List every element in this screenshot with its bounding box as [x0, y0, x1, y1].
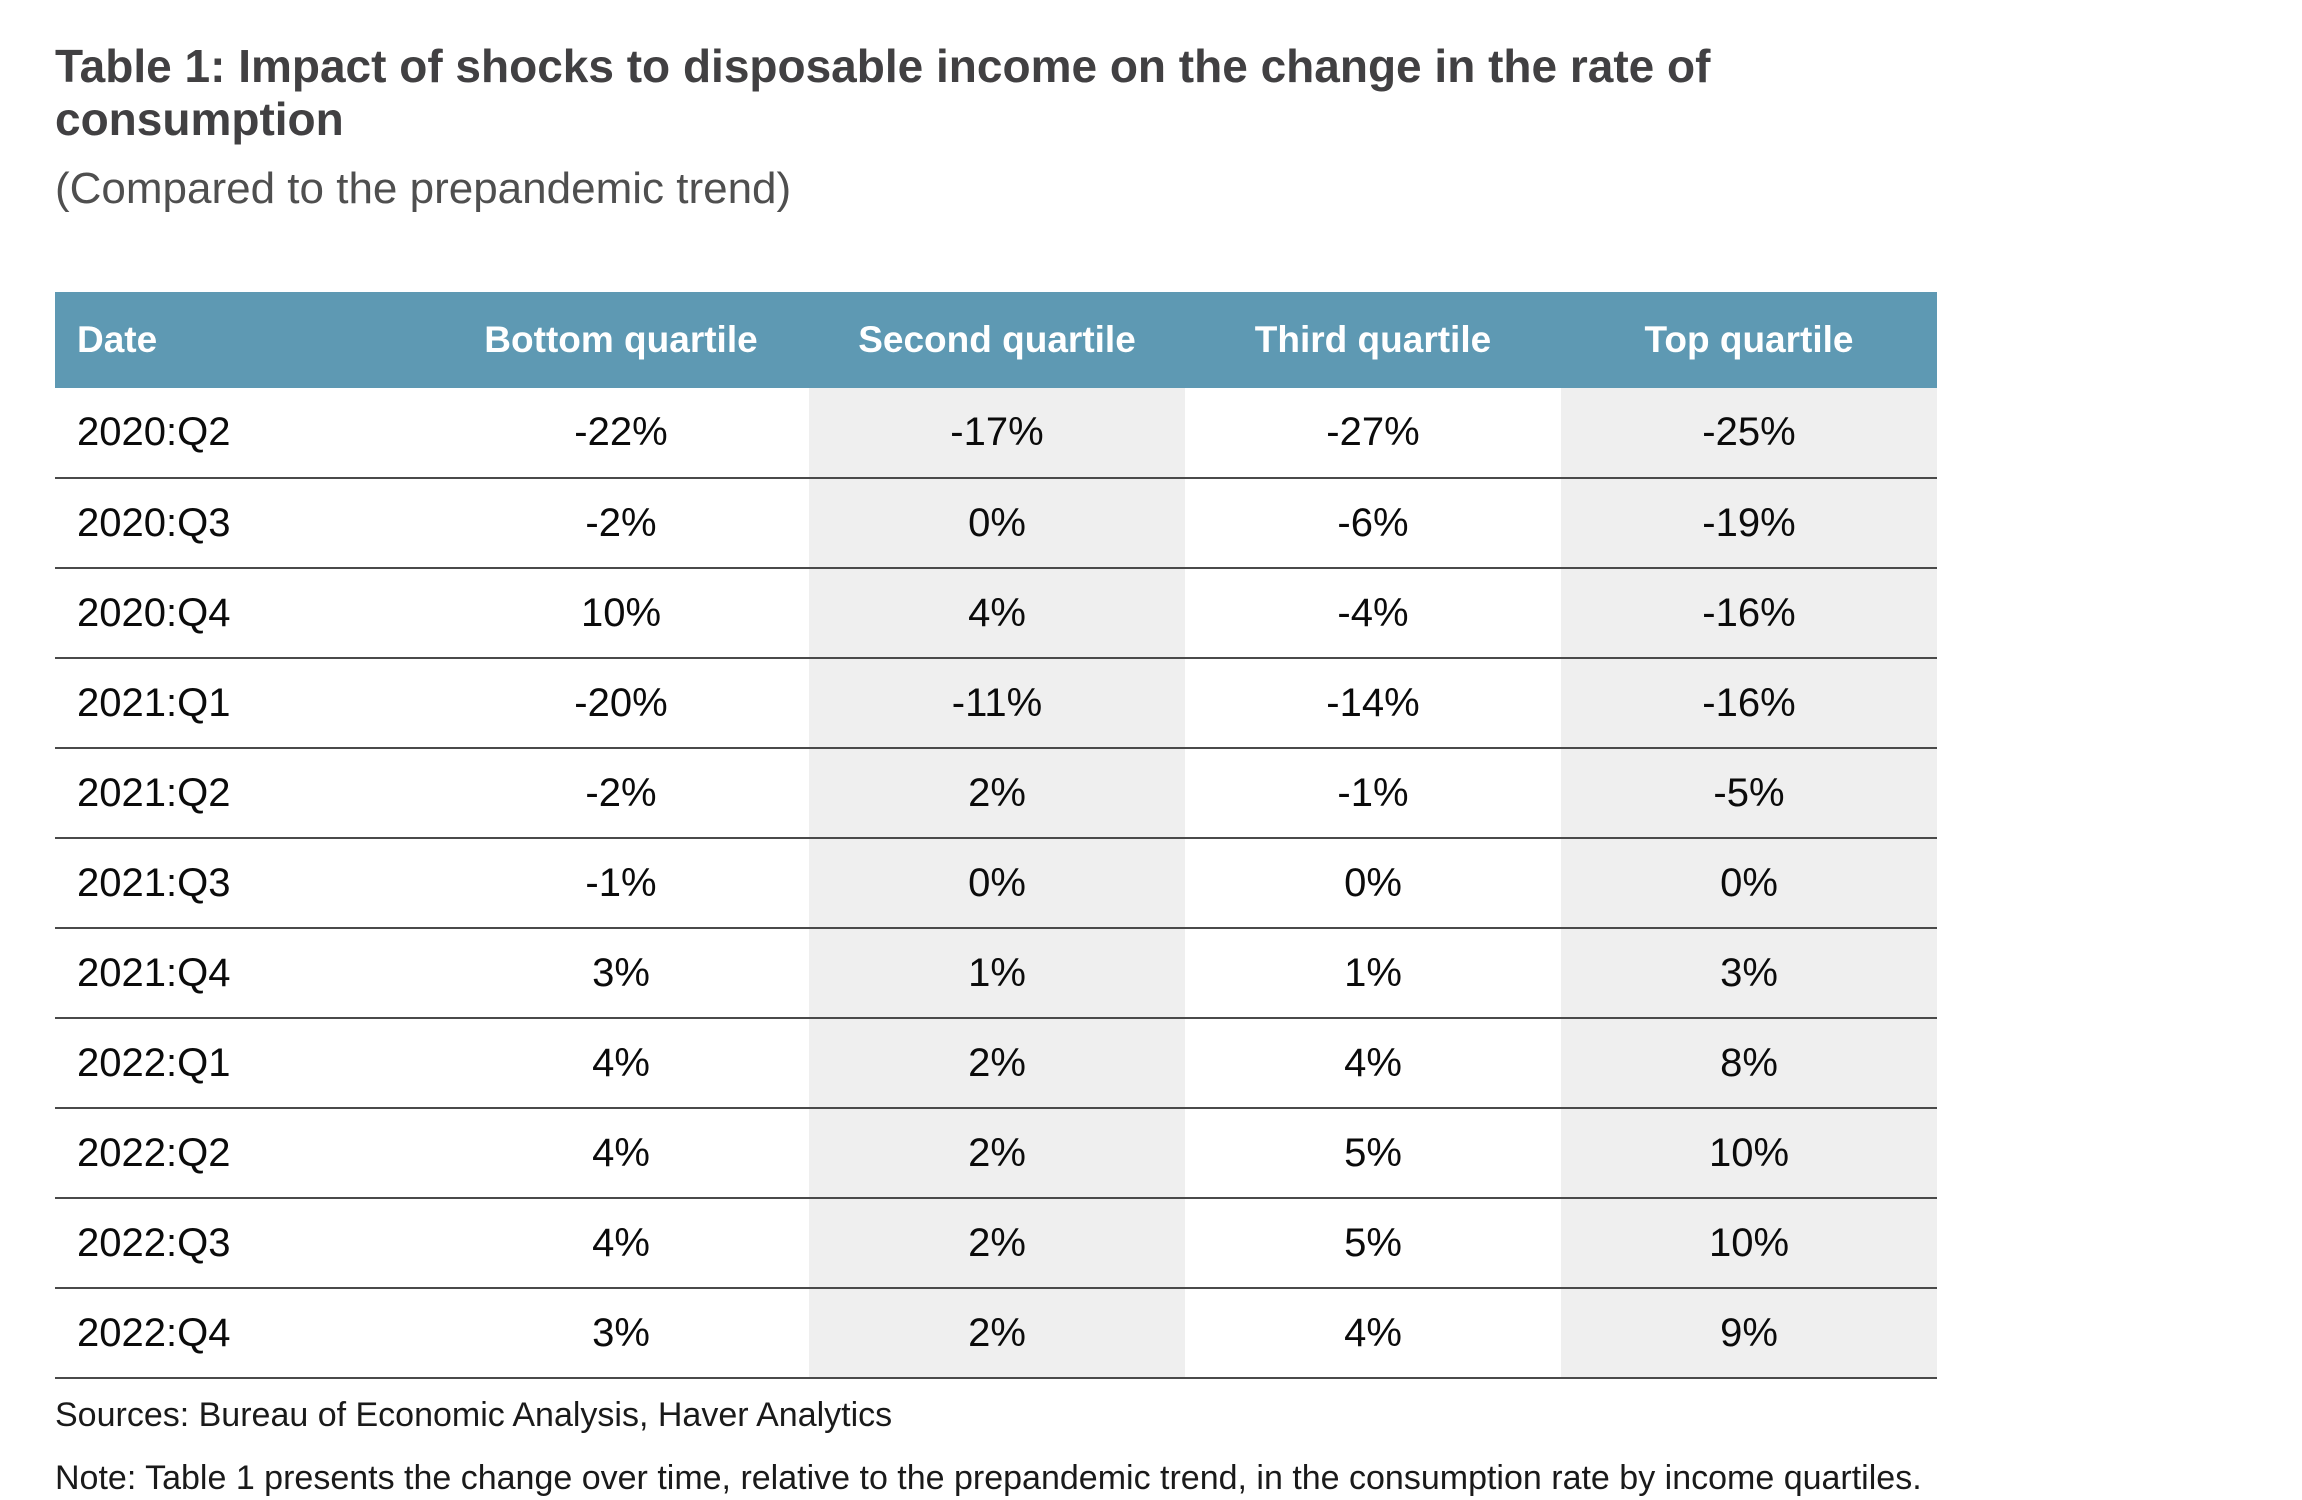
sources-text: Sources: Bureau of Economic Analysis, Ha… [55, 1396, 893, 1435]
document: Table 1: Impact of shocks to disposable … [55, 40, 1955, 1499]
value-cell: 2% [809, 1108, 1185, 1200]
value-cell: -1% [433, 838, 809, 930]
table-row: 2021:Q3 -1% 0% 0% 0% [55, 838, 1937, 930]
value-cell: 3% [433, 1288, 809, 1380]
value-cell: 5% [1185, 1198, 1561, 1290]
table-header-row: Date Bottom quartile Second quartile Third … [55, 292, 1937, 389]
table-row: 2021:Q1 -20% -11% -14% -16% [55, 658, 1937, 750]
value-cell: -25% [1561, 388, 1937, 480]
value-cell: -16% [1561, 658, 1937, 750]
table-row: 2021:Q2 -2% 2% -1% -5% [55, 748, 1937, 840]
value-cell: 4% [809, 568, 1185, 660]
date-cell: 2021:Q1 [55, 658, 433, 750]
value-cell: -22% [433, 388, 809, 480]
value-cell: -2% [433, 748, 809, 840]
value-cell: -19% [1561, 478, 1937, 570]
value-cell: 5% [1185, 1108, 1561, 1200]
value-cell: 10% [1561, 1198, 1937, 1290]
value-cell: 0% [809, 478, 1185, 570]
table-row: 2020:Q3 -2% 0% -6% -19% [55, 478, 1937, 570]
value-cell: -11% [809, 658, 1185, 750]
date-cell: 2020:Q4 [55, 568, 433, 660]
value-cell: 1% [809, 928, 1185, 1020]
value-cell: 4% [433, 1018, 809, 1110]
value-cell: -16% [1561, 568, 1937, 660]
value-cell: -14% [1185, 658, 1561, 750]
value-cell: 1% [1185, 928, 1561, 1020]
table-row: 2022:Q2 4% 2% 5% 10% [55, 1108, 1937, 1200]
value-cell: 9% [1561, 1288, 1937, 1380]
date-cell: 2022:Q4 [55, 1288, 433, 1380]
column-header-third-quartile: Third quartile [1185, 292, 1561, 389]
value-cell: 3% [1561, 928, 1937, 1020]
value-cell: -5% [1561, 748, 1937, 840]
table-row: 2020:Q4 10% 4% -4% -16% [55, 568, 1937, 660]
column-header-second-quartile: Second quartile [809, 292, 1185, 389]
value-cell: -2% [433, 478, 809, 570]
column-header-date: Date [55, 292, 433, 389]
column-header-top-quartile: Top quartile [1561, 292, 1937, 389]
date-cell: 2022:Q3 [55, 1198, 433, 1290]
value-cell: 0% [809, 838, 1185, 930]
value-cell: 4% [1185, 1018, 1561, 1110]
date-cell: 2021:Q2 [55, 748, 433, 840]
table-row: 2022:Q1 4% 2% 4% 8% [55, 1018, 1937, 1110]
date-cell: 2020:Q3 [55, 478, 433, 570]
value-cell: 10% [1561, 1108, 1937, 1200]
value-cell: -27% [1185, 388, 1561, 480]
value-cell: 4% [433, 1198, 809, 1290]
page-subtitle: (Compared to the prepandemic trend) [55, 163, 792, 213]
table-row: 2022:Q3 4% 2% 5% 10% [55, 1198, 1937, 1290]
value-cell: -20% [433, 658, 809, 750]
value-cell: 2% [809, 1288, 1185, 1380]
value-cell: 2% [809, 1198, 1185, 1290]
value-cell: 3% [433, 928, 809, 1020]
value-cell: -6% [1185, 478, 1561, 570]
date-cell: 2022:Q1 [55, 1018, 433, 1110]
date-cell: 2021:Q3 [55, 838, 433, 930]
value-cell: 2% [809, 748, 1185, 840]
value-cell: 2% [809, 1018, 1185, 1110]
value-cell: 4% [433, 1108, 809, 1200]
note-text: Note: Table 1 presents the change over t… [55, 1459, 1922, 1498]
value-cell: 0% [1185, 838, 1561, 930]
value-cell: 4% [1185, 1288, 1561, 1380]
table-row: 2022:Q4 3% 2% 4% 9% [55, 1288, 1937, 1380]
value-cell: -17% [809, 388, 1185, 480]
table-row: 2021:Q4 3% 1% 1% 3% [55, 928, 1937, 1020]
column-header-bottom-quartile: Bottom quartile [433, 292, 809, 389]
table-row: 2020:Q2 -22% -17% -27% -25% [55, 388, 1937, 480]
page-title: Table 1: Impact of shocks to disposable … [55, 40, 1711, 145]
value-cell: -1% [1185, 748, 1561, 840]
value-cell: 8% [1561, 1018, 1937, 1110]
date-cell: 2021:Q4 [55, 928, 433, 1020]
value-cell: 0% [1561, 838, 1937, 930]
date-cell: 2022:Q2 [55, 1108, 433, 1200]
date-cell: 2020:Q2 [55, 388, 433, 480]
data-table: Date Bottom quartile Second quartile Third … [55, 292, 1937, 1380]
value-cell: 10% [433, 568, 809, 660]
value-cell: -4% [1185, 568, 1561, 660]
